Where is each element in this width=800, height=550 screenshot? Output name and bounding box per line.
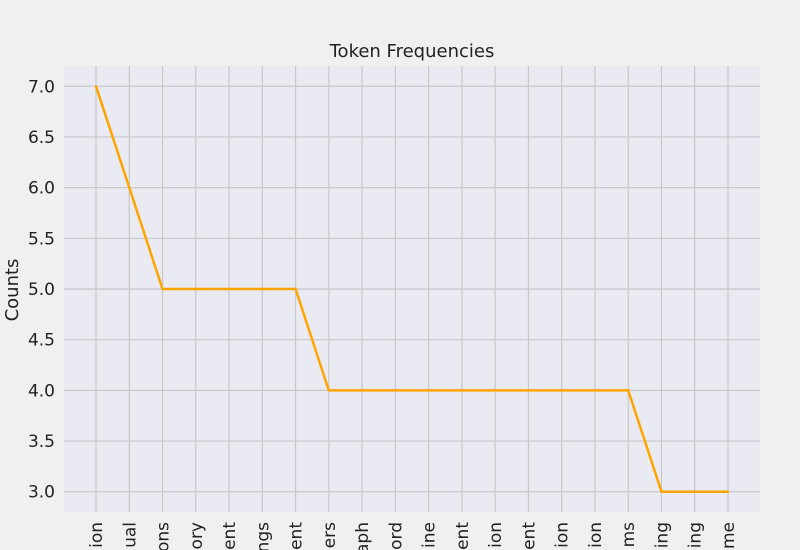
x-tick-label: ion (486, 522, 506, 548)
y-axis-label: Counts (2, 259, 23, 322)
y-tick-labels: 3.0 3.5 4.0 4.5 5.0 5.5 6.0 6.5 7.0 (28, 77, 55, 502)
x-tick-label: me (719, 522, 739, 549)
data-point (94, 85, 98, 88)
data-point (693, 490, 696, 493)
y-tick-label: 3.5 (28, 432, 55, 452)
y-tick-label: 4.0 (28, 381, 55, 401)
x-tick-label: ion (553, 522, 573, 548)
x-tick-label: ent (519, 522, 539, 550)
x-tick-label: ers (320, 522, 340, 548)
y-tick-label: 7.0 (28, 77, 55, 97)
data-point (294, 287, 297, 291)
y-tick-label: 6.5 (28, 128, 55, 148)
y-tick-label: 3.0 (28, 483, 55, 503)
x-tick-label: ing (686, 522, 706, 548)
chart-title: Token Frequencies (329, 41, 495, 62)
x-tick-label: ngs (253, 522, 273, 550)
x-tick-label: ent (287, 522, 307, 550)
data-point (360, 389, 364, 392)
data-point (593, 389, 597, 392)
data-point (227, 287, 231, 291)
x-tick-label: ory (187, 522, 207, 549)
x-tick-label: ion (87, 522, 107, 548)
x-tick-label: ion (586, 522, 606, 548)
x-tick-label: ent (453, 522, 473, 550)
x-tick-label: ual (120, 522, 140, 548)
x-tick-label: ing (652, 522, 672, 548)
series-line (94, 85, 728, 493)
y-tick-label: 5.5 (28, 229, 55, 249)
y-tick-label: 4.5 (28, 331, 55, 351)
x-tick-label: ms (619, 522, 639, 548)
series-layer (94, 85, 730, 493)
data-point (726, 490, 730, 493)
x-tick-label: ons (154, 522, 174, 550)
data-point (527, 389, 530, 392)
data-point (327, 389, 331, 392)
x-tick-label: ord (386, 522, 406, 550)
data-point (460, 389, 464, 392)
data-point (161, 287, 164, 291)
y-tick-label: 6.0 (28, 179, 55, 199)
x-tick-label: ent (220, 522, 240, 550)
data-point (627, 389, 630, 392)
data-point (493, 389, 497, 392)
data-point (560, 389, 563, 392)
data-point (128, 186, 131, 189)
data-point (394, 389, 397, 392)
x-tick-label: ine (420, 522, 440, 548)
data-point (194, 287, 197, 291)
y-tick-label: 5.0 (28, 280, 55, 300)
data-point (261, 287, 264, 291)
data-point (660, 490, 663, 493)
data-point (427, 389, 430, 392)
x-tick-label: aph (353, 522, 373, 550)
x-tick-labels: ion ual ons ory ent ngs ent ers aph ord ine ent ion e… (87, 522, 739, 550)
